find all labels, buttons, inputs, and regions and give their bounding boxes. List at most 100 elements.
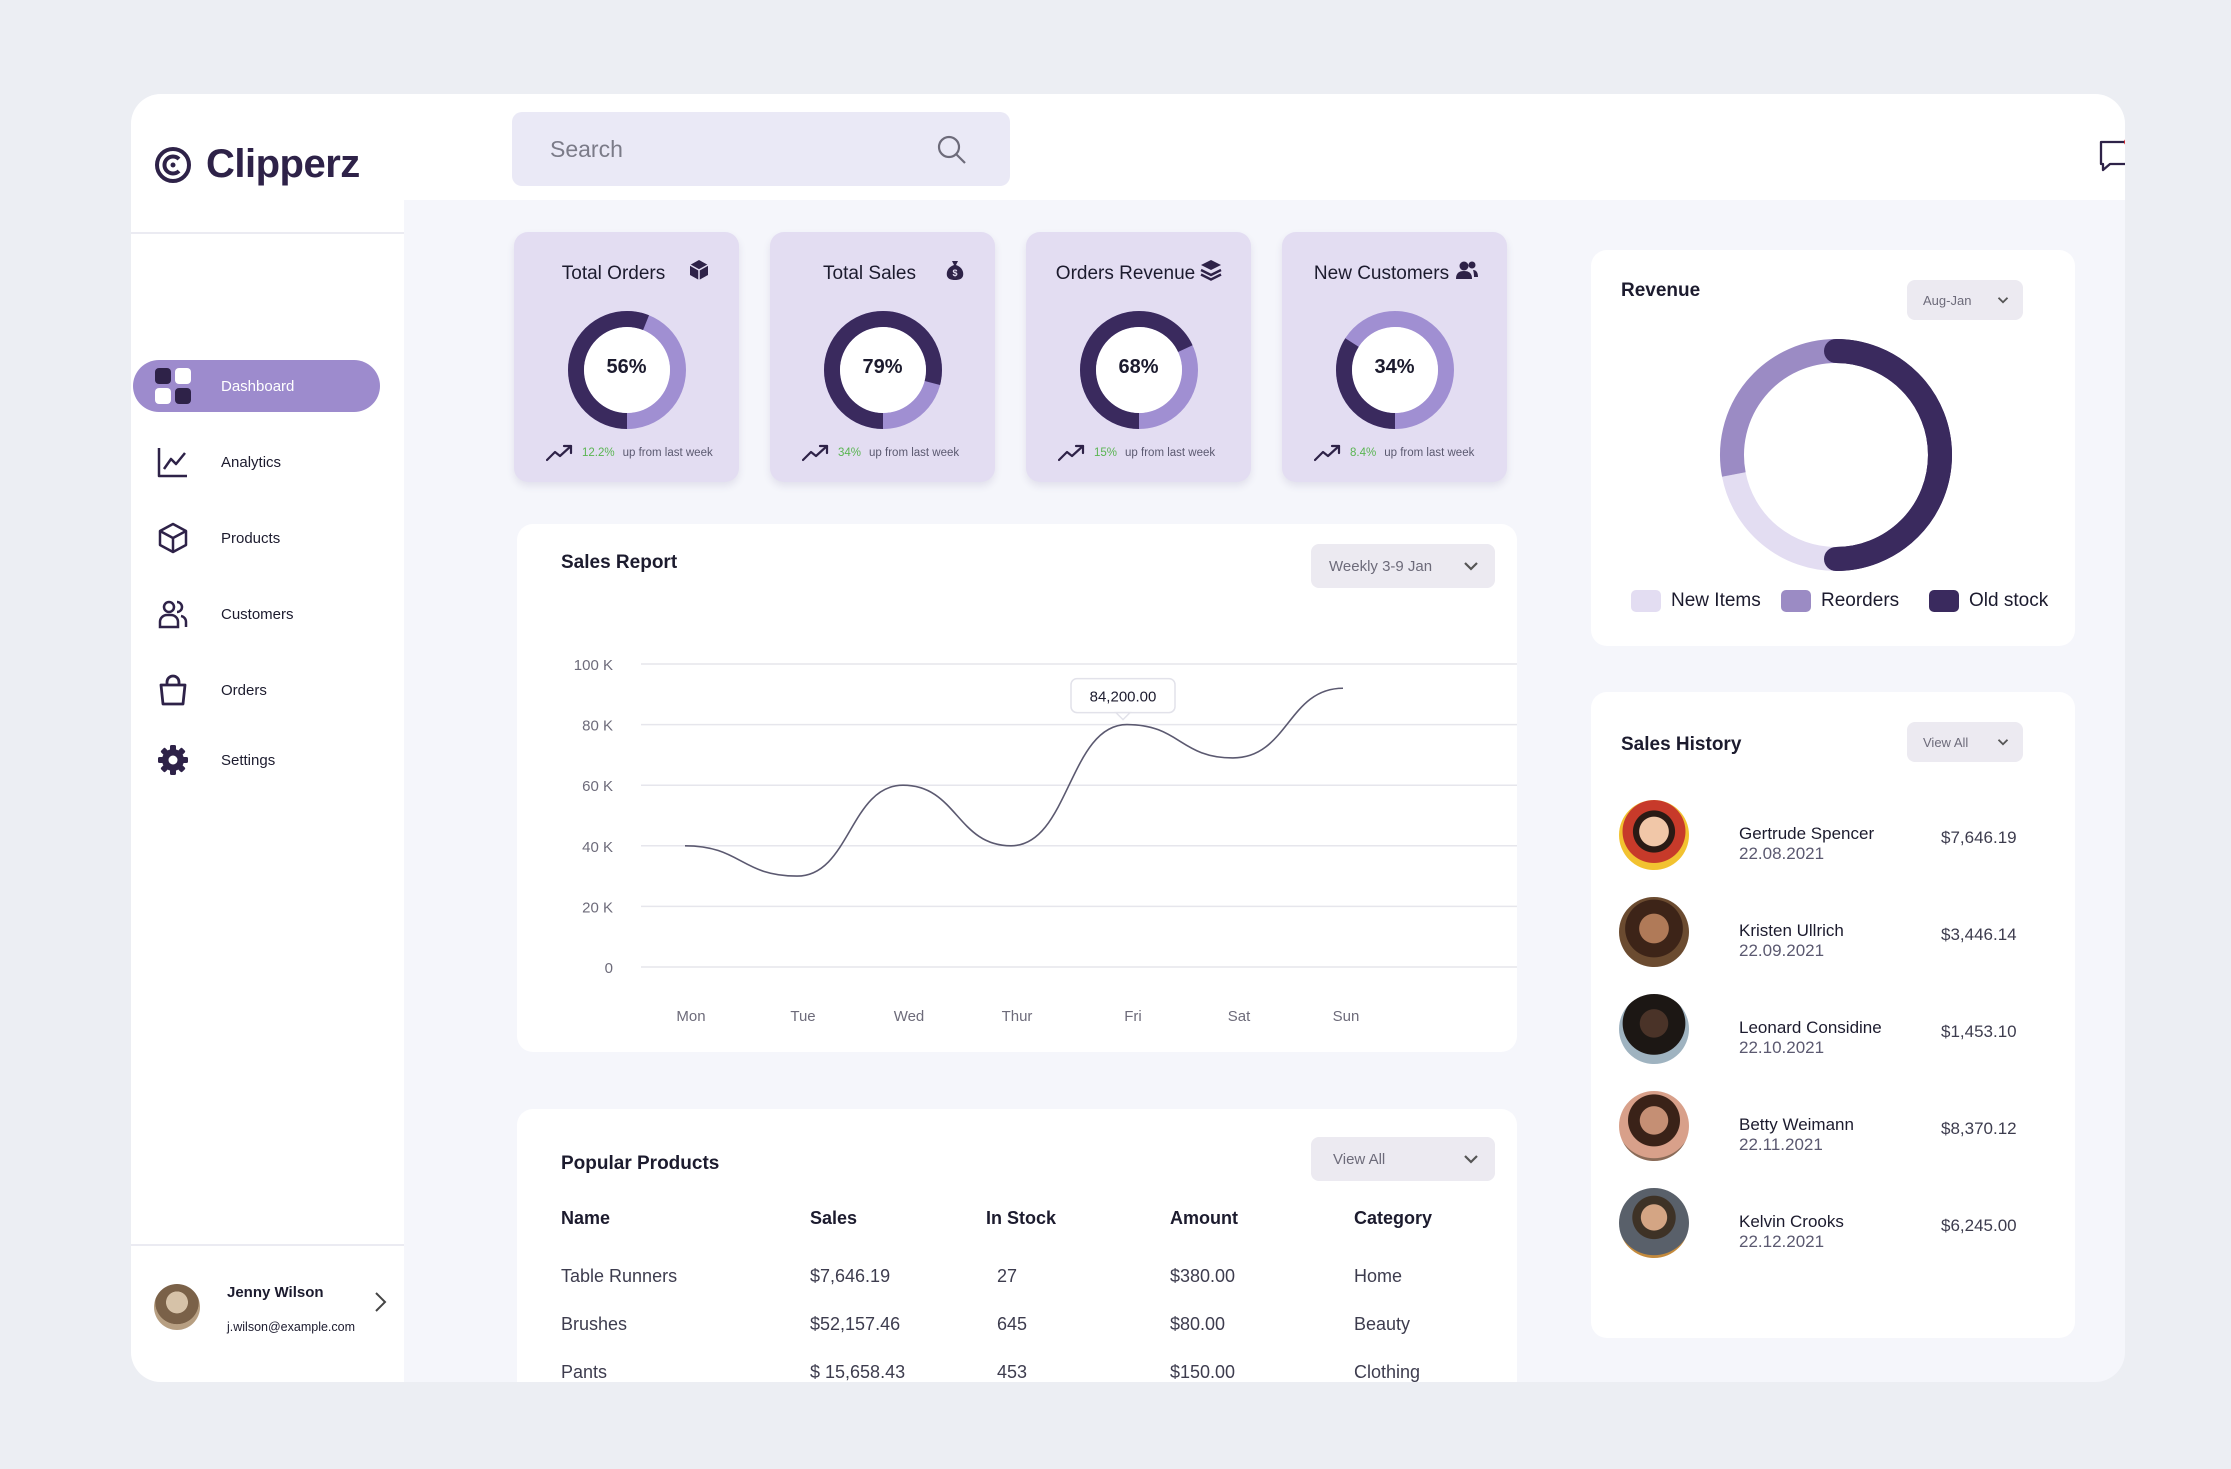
- gear-icon: [155, 742, 191, 778]
- y-tick-label: 60 K: [582, 778, 613, 795]
- stat-percent: 68%: [1118, 356, 1159, 378]
- x-tick-label: Sun: [1333, 1008, 1360, 1025]
- sale-amount: $3,446.14: [1941, 925, 2017, 944]
- trend-up-icon: [802, 444, 829, 462]
- data-point-sat: [1231, 756, 1235, 760]
- data-point-thur: [1009, 844, 1013, 848]
- ring-center: [1351, 327, 1438, 413]
- data-point-mon: [683, 844, 687, 848]
- ring-center: [583, 327, 670, 413]
- sales-history-item[interactable]: Kristen Ullrich 22.09.2021 $3,446.14: [1619, 897, 2049, 969]
- column-header[interactable]: In Stock: [986, 1208, 1057, 1228]
- trend-up-icon: [1314, 444, 1341, 462]
- cell-name: Brushes: [561, 1314, 628, 1334]
- sales-history-item[interactable]: Leonard Considine 22.10.2021 $1,453.10: [1619, 994, 2049, 1066]
- stat-change: 34%: [838, 447, 862, 459]
- sales-history-panel: Sales History View All Gertrude Spencer …: [1591, 692, 2075, 1338]
- panel-title: Popular Products: [561, 1153, 720, 1174]
- legend-item-new-items: New Items: [1631, 590, 1761, 612]
- legend-swatch: [1929, 590, 1959, 612]
- divider: [131, 232, 404, 234]
- sidebar-item-customers[interactable]: Customers: [133, 588, 380, 640]
- series-line: [684, 687, 1344, 877]
- stat-note: up from last week: [869, 447, 960, 459]
- sidebar-item-settings[interactable]: Settings: [133, 734, 380, 786]
- ring-progress: [1335, 311, 1454, 429]
- user-name: Jenny Wilson: [227, 1284, 324, 1301]
- sidebar-item-label: Orders: [221, 681, 267, 699]
- trend-up-icon: [546, 444, 573, 462]
- sales-history-item[interactable]: Betty Weimann 22.11.2021 $8,370.12: [1619, 1091, 2049, 1163]
- legend-label: Old stock: [1969, 590, 2049, 611]
- legend-swatch: [1781, 590, 1811, 612]
- stat-trend: 8.4% up from last week: [1314, 444, 1474, 462]
- sale-date: 22.09.2021: [1739, 941, 1825, 960]
- user-profile[interactable]: Jenny Wilson j.wilson@example.com: [131, 1244, 404, 1382]
- data-point-fri: [1125, 723, 1129, 727]
- cell-sales: $52,157.46: [810, 1314, 901, 1334]
- users-icon: [155, 596, 191, 632]
- trend-up-icon: [1058, 444, 1085, 462]
- chevron-right-icon[interactable]: [371, 1290, 389, 1314]
- revenue-donut-chart: [1720, 339, 1952, 571]
- sidebar-item-dashboard[interactable]: Dashboard: [133, 360, 380, 412]
- app-window: Clipperz Dashboard: [131, 94, 2125, 1382]
- column-header[interactable]: Category: [1354, 1208, 1433, 1228]
- table-row[interactable]: Brushes $52,157.46 645 $80.00 Beauty: [561, 1314, 1501, 1344]
- brand-logo[interactable]: Clipperz: [154, 142, 360, 187]
- stat-title: Total Sales: [823, 263, 916, 284]
- column-header[interactable]: Name: [561, 1208, 611, 1228]
- table-row[interactable]: Pants $ 15,658.43 453 $150.00 Clothing: [561, 1362, 1501, 1382]
- money-bag-icon: $: [946, 261, 964, 280]
- table-row[interactable]: Table Runners $7,646.19 27 $380.00 Home: [561, 1266, 1501, 1296]
- avatar: [1619, 1091, 1689, 1161]
- sidebar-item-label: Analytics: [221, 453, 282, 471]
- column-header[interactable]: Amount: [1170, 1208, 1238, 1228]
- history-view-all-dropdown[interactable]: View All: [1907, 722, 2023, 762]
- sales-report-panel: Sales Report Weekly 3-9 Jan 0 20 K 40 K 60 …: [517, 524, 1517, 1052]
- sales-history-item[interactable]: Kelvin Crooks 22.12.2021 $6,245.00: [1619, 1188, 2049, 1260]
- products-view-all-dropdown[interactable]: View All: [1311, 1137, 1495, 1181]
- cell-category: Home: [1354, 1266, 1403, 1286]
- cell-sales: $7,646.19: [810, 1266, 891, 1286]
- sidebar-item-orders[interactable]: Orders: [133, 664, 380, 716]
- stat-title: Orders Revenue: [1055, 263, 1196, 284]
- cell-name: Table Runners: [561, 1266, 678, 1286]
- message-icon[interactable]: [2098, 138, 2125, 174]
- top-bar: [404, 94, 2125, 200]
- search-icon[interactable]: [936, 134, 968, 166]
- sale-amount: $6,245.00: [1941, 1216, 2017, 1235]
- sidebar-item-products[interactable]: Products: [133, 512, 380, 564]
- stat-card-orders-revenue[interactable]: Orders Revenue 68% 15% up from last week: [1026, 232, 1251, 482]
- sales-history-item[interactable]: Gertrude Spencer 22.08.2021 $7,646.19: [1619, 800, 2049, 872]
- layers-icon: [1200, 260, 1222, 281]
- dashboard-icon: [155, 368, 191, 404]
- sales-report-filter-dropdown[interactable]: Weekly 3-9 Jan: [1311, 544, 1495, 588]
- stat-card-new-customers[interactable]: New Customers 34% 8.4% up from last week: [1282, 232, 1507, 482]
- sidebar: Clipperz Dashboard: [131, 94, 404, 1382]
- stat-card-total-orders[interactable]: Total Orders 56% 12.2% up from last week: [514, 232, 739, 482]
- stat-card-total-sales[interactable]: Total Sales $ 79% 34% up from last week: [770, 232, 995, 482]
- stat-trend: 15% up from last week: [1058, 444, 1215, 462]
- x-tick-label: Mon: [676, 1008, 705, 1025]
- cell-amount: $80.00: [1170, 1314, 1226, 1334]
- sale-amount: $7,646.19: [1941, 828, 2017, 847]
- customer-name: Kelvin Crooks: [1739, 1212, 1844, 1231]
- box-icon: [155, 520, 191, 556]
- cell-amount: $150.00: [1170, 1362, 1236, 1382]
- stat-percent: 34%: [1374, 356, 1415, 378]
- column-header[interactable]: Sales: [810, 1208, 858, 1228]
- cell-category: Clothing: [1354, 1362, 1421, 1382]
- progress-ring: [823, 311, 942, 429]
- tooltip-pointer: [1114, 711, 1132, 721]
- sidebar-item-analytics[interactable]: Analytics: [133, 436, 380, 488]
- revenue-filter-dropdown[interactable]: Aug-Jan: [1907, 280, 2023, 320]
- stat-note: up from last week: [622, 447, 713, 459]
- search-input[interactable]: [550, 112, 910, 186]
- panel-title: Sales History: [1621, 734, 1742, 755]
- cell-category: Beauty: [1354, 1314, 1411, 1334]
- chevron-down-icon: [1464, 562, 1478, 571]
- y-tick-label: 0: [605, 960, 613, 977]
- sidebar-item-label: Dashboard: [221, 377, 295, 395]
- revenue-panel: Revenue Aug-Jan New Items Reorders Old s…: [1591, 250, 2075, 646]
